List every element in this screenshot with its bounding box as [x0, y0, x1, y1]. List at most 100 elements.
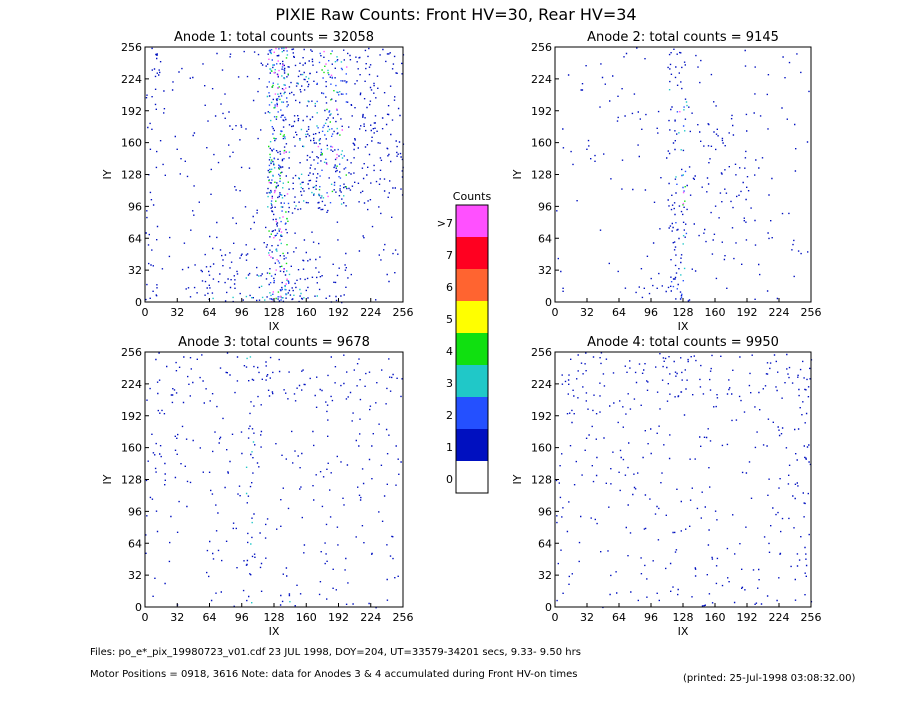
y-tick-label: 64 — [538, 537, 552, 550]
panel-title: Anode 3: total counts = 9678 — [178, 335, 370, 350]
x-tick-label: 96 — [644, 306, 658, 319]
x-tick-label: 96 — [235, 611, 249, 624]
count-texture — [145, 47, 405, 304]
x-tick-label: 224 — [360, 611, 381, 624]
colorbar-label: 0 — [446, 473, 453, 486]
x-tick-label: 256 — [801, 306, 822, 319]
y-tick-label: 96 — [128, 505, 142, 518]
colorbar-label: >7 — [437, 217, 453, 230]
y-tick-label: 128 — [121, 169, 142, 182]
colorbar-swatch — [456, 365, 488, 397]
x-tick-label: 160 — [705, 306, 726, 319]
y-tick-label: 256 — [531, 346, 552, 359]
colorbar-label: 3 — [446, 377, 453, 390]
panel-title: Anode 1: total counts = 32058 — [174, 30, 374, 45]
x-tick-label: 0 — [142, 611, 149, 624]
x-tick-label: 160 — [296, 611, 317, 624]
footer-printed: (printed: 25-Jul-1998 03:08:32.00) — [683, 673, 855, 684]
y-tick-label: 96 — [538, 200, 552, 213]
y-tick-label: 32 — [538, 264, 552, 277]
plot-frame — [144, 351, 404, 608]
x-tick-label: 192 — [737, 611, 758, 624]
x-tick-label: 32 — [170, 306, 184, 319]
x-axis-label: IX — [678, 320, 689, 333]
colorbar-label: 6 — [446, 281, 453, 294]
y-tick-label: 160 — [531, 442, 552, 455]
x-axis-label: IX — [269, 320, 280, 333]
panel: Anode 2: total counts = 9145 0 32 64 96 128 16… — [511, 30, 822, 333]
footer-files: Files: po_e*_pix_19980723_v01.cdf 23 JUL… — [90, 647, 581, 658]
count-texture — [145, 352, 403, 609]
x-tick-label: 128 — [673, 611, 694, 624]
x-tick-label: 128 — [264, 611, 285, 624]
count-texture — [245, 356, 291, 604]
x-tick-label: 0 — [552, 611, 559, 624]
y-axis-label: IY — [101, 474, 114, 484]
y-axis-label: IY — [101, 169, 114, 179]
y-tick-label: 192 — [121, 410, 142, 423]
x-tick-label: 64 — [612, 306, 626, 319]
y-tick-label: 256 — [531, 41, 552, 54]
y-tick-label: 64 — [538, 232, 552, 245]
count-texture — [268, 47, 348, 303]
colorbar-swatch — [456, 333, 488, 365]
x-axis-label: IX — [269, 625, 280, 638]
x-tick-label: 256 — [393, 611, 414, 624]
y-tick-label: 128 — [531, 474, 552, 487]
count-texture — [555, 352, 813, 609]
colorbar-swatch — [456, 237, 488, 269]
panel-title: Anode 2: total counts = 9145 — [587, 30, 779, 45]
colorbar-swatch — [456, 269, 488, 301]
y-tick-label: 160 — [121, 442, 142, 455]
plot-frame — [554, 351, 812, 608]
colorbar-label: 4 — [446, 345, 453, 358]
panel: Anode 1: total counts = 32058 0 32 64 96 128 1… — [101, 30, 414, 333]
y-tick-label: 0 — [135, 296, 142, 309]
main-title: PIXIE Raw Counts: Front HV=30, Rear HV=3… — [275, 5, 636, 24]
colorbar-swatch — [456, 205, 488, 237]
y-tick-label: 160 — [121, 137, 142, 150]
x-tick-label: 96 — [235, 306, 249, 319]
y-tick-label: 32 — [538, 569, 552, 582]
x-tick-label: 32 — [170, 611, 184, 624]
x-tick-label: 224 — [769, 306, 790, 319]
y-tick-label: 160 — [531, 137, 552, 150]
x-tick-label: 32 — [580, 611, 594, 624]
x-tick-label: 64 — [612, 611, 626, 624]
y-tick-label: 192 — [531, 105, 552, 118]
x-tick-label: 160 — [296, 306, 317, 319]
y-tick-label: 128 — [121, 474, 142, 487]
colorbar-title: Counts — [453, 190, 492, 203]
y-axis-label: IY — [511, 169, 524, 179]
x-tick-label: 224 — [360, 306, 381, 319]
x-tick-label: 64 — [203, 306, 217, 319]
y-axis-label: IY — [511, 474, 524, 484]
x-tick-label: 160 — [705, 611, 726, 624]
colorbar-frame — [455, 204, 489, 494]
y-tick-label: 256 — [121, 41, 142, 54]
y-tick-label: 0 — [135, 601, 142, 614]
x-tick-label: 192 — [328, 611, 349, 624]
x-tick-label: 96 — [644, 611, 658, 624]
y-tick-label: 128 — [531, 169, 552, 182]
count-texture — [670, 106, 688, 299]
count-texture — [682, 186, 686, 206]
footer-motor: Motor Positions = 0918, 3616 Note: data … — [90, 669, 577, 680]
y-tick-label: 64 — [128, 232, 142, 245]
y-tick-label: 32 — [128, 264, 142, 277]
y-tick-label: 224 — [531, 378, 552, 391]
x-tick-label: 64 — [203, 611, 217, 624]
y-tick-label: 64 — [128, 537, 142, 550]
x-tick-label: 0 — [552, 306, 559, 319]
count-texture — [668, 89, 688, 276]
y-tick-label: 0 — [545, 296, 552, 309]
plot-frame — [144, 46, 404, 303]
panel-title: Anode 4: total counts = 9950 — [587, 335, 779, 350]
colorbar-swatch — [456, 429, 488, 461]
colorbar-swatch — [456, 397, 488, 429]
y-tick-label: 192 — [531, 410, 552, 423]
colorbar-label: 1 — [446, 441, 453, 454]
x-tick-label: 128 — [264, 306, 285, 319]
count-texture — [679, 111, 685, 205]
